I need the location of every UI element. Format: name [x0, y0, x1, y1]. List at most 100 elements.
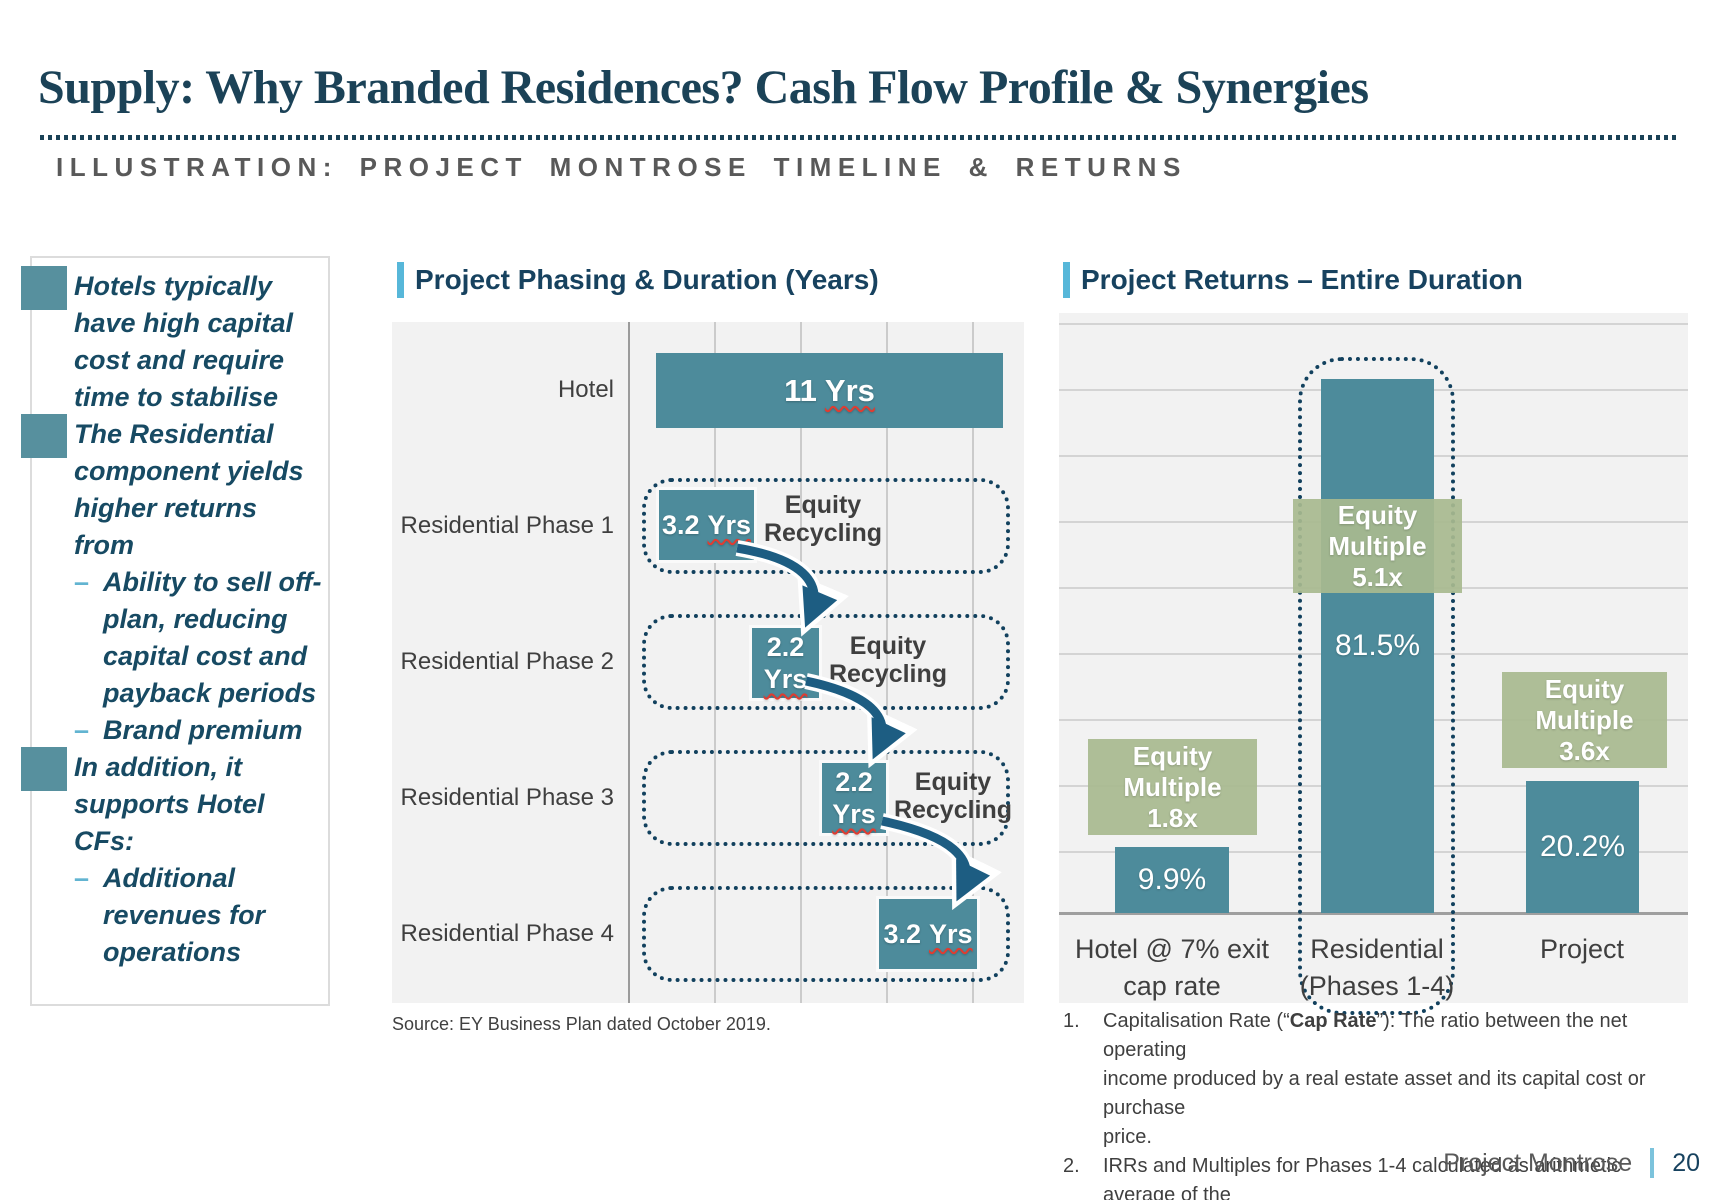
category-line: cap rate	[1123, 971, 1221, 1001]
dash-icon: –	[74, 715, 90, 745]
bullet-text: Hotels typically have high capital cost …	[74, 268, 293, 416]
phasing-row-label: Residential Phase 1	[400, 512, 614, 539]
bullet-line: The Residential	[74, 419, 274, 449]
bullet-line: Brand premium	[103, 715, 303, 745]
multiple-line: Equity	[1544, 673, 1625, 704]
equity-recycling-label: Equity Recycling	[873, 768, 1033, 824]
phasing-gridline	[886, 322, 888, 1003]
duration-unit: Yrs	[824, 372, 875, 408]
return-value: 9.9%	[1137, 863, 1207, 896]
duration-value: 11	[784, 372, 817, 408]
phasing-gridline	[972, 322, 974, 1003]
page-title: Supply: Why Branded Residences? Cash Flo…	[38, 61, 1369, 114]
footnote-text: Capitalisation Rate (“Cap Rate”): The ra…	[1103, 1007, 1683, 1152]
note-line: Equity	[914, 768, 992, 796]
project-return-bar: 20.2%	[1526, 781, 1639, 913]
category-line: Residential	[1310, 934, 1444, 964]
hotel-equity-multiple-box: Equity Multiple 1.8x	[1088, 739, 1257, 835]
phasing-axis-line	[628, 322, 630, 1003]
note-line: Recycling	[763, 519, 883, 547]
multiple-line: 3.6x	[1559, 735, 1610, 766]
duration-unit: Yrs	[707, 509, 752, 540]
duration-value: 2.2	[766, 632, 805, 662]
footnote-segment: ”): The ratio between the net operating	[1103, 1010, 1628, 1061]
equity-recycling-label: Equity Recycling	[808, 632, 968, 688]
phase4-duration-bar: 3.2 Yrs	[876, 896, 980, 972]
bullet-line: higher returns from	[74, 493, 258, 560]
category-line: Project	[1539, 934, 1625, 964]
bullet-line: revenues for	[103, 900, 266, 930]
duration-unit: Yrs	[763, 664, 808, 694]
duration-unit: Yrs	[929, 918, 973, 949]
list-item: In addition, it supports Hotel CFs:	[21, 747, 322, 860]
bullet-line: Ability to sell off-	[103, 567, 322, 597]
note-line: Recycling	[893, 796, 1013, 824]
category-label: Hotel @ 7% exit cap rate	[1042, 931, 1302, 1005]
category-line: Hotel @ 7% exit	[1075, 934, 1269, 964]
bullet-square-icon	[21, 414, 67, 458]
phasing-row-label: Residential Phase 3	[400, 784, 614, 811]
phasing-title-accent	[397, 262, 404, 298]
bullet-line: cost and require	[74, 345, 285, 375]
bullet-line: time to stabilise	[74, 382, 279, 412]
returns-title-accent	[1063, 262, 1070, 298]
note-line: Equity	[849, 632, 927, 660]
category-line: (Phases 1-4)	[1299, 971, 1455, 1001]
bullet-line: capital cost and	[103, 641, 308, 671]
bullet-line: component yields	[74, 456, 304, 486]
residential-highlight-frame	[1298, 357, 1455, 1015]
returns-gridline	[1059, 323, 1688, 325]
residential-equity-multiple-box: Equity Multiple 5.1x	[1293, 499, 1462, 593]
footer: Project Montrose 20	[1443, 1148, 1700, 1178]
list-subitem: – Brand premium	[32, 712, 322, 749]
source-note: Source: EY Business Plan dated October 2…	[392, 1014, 771, 1034]
hotel-duration-bar: 11 Yrs	[656, 353, 1003, 428]
page-number: 20	[1672, 1148, 1700, 1177]
footnote-1: 1. Capitalisation Rate (“Cap Rate”): The…	[1063, 1007, 1683, 1152]
multiple-line: 1.8x	[1147, 802, 1198, 833]
multiple-line: Equity	[1337, 499, 1418, 530]
footnote-segment-bold: Cap Rate	[1289, 1010, 1377, 1032]
page-subtitle: ILLUSTRATION: PROJECT MONTROSE TIMELINE …	[56, 152, 1187, 182]
phasing-row-label: Hotel	[557, 376, 614, 403]
note-line: Equity	[784, 491, 862, 519]
category-label: Residential (Phases 1-4)	[1247, 931, 1507, 1005]
subbullet-text: Additional revenues for operations	[103, 860, 265, 971]
phasing-row-label: Residential Phase 2	[400, 648, 614, 675]
footnote-text: IRRs and Multiples for Phases 1-4 calcul…	[1103, 1152, 1683, 1200]
footnotes: 1. Capitalisation Rate (“Cap Rate”): The…	[1063, 1007, 1683, 1200]
note-line: Recycling	[828, 660, 948, 688]
phasing-chart-title: Project Phasing & Duration (Years)	[415, 264, 879, 295]
list-item: Hotels typically have high capital cost …	[21, 266, 322, 416]
phase1-duration-bar: 3.2 Yrs	[656, 487, 757, 563]
bullet-line: have high capital	[74, 308, 294, 338]
footer-divider	[1650, 1148, 1655, 1178]
multiple-line: Multiple	[1535, 704, 1634, 735]
returns-chart-area: 9.9% 81.5% 20.2% Equity Multiple 1.8x Eq…	[1059, 313, 1688, 1015]
bullet-line: In addition, it	[74, 752, 242, 782]
duration-value: 3.2	[661, 509, 700, 540]
multiple-line: Multiple	[1123, 771, 1222, 802]
footnote-line: price.	[1103, 1126, 1152, 1148]
bullet-text: In addition, it supports Hotel CFs:	[74, 749, 322, 860]
dash-icon: –	[74, 863, 90, 893]
list-subitem: – Ability to sell off- plan, reducing ca…	[32, 564, 322, 712]
bullet-line: operations	[103, 937, 242, 967]
bullet-line: supports Hotel CFs:	[74, 789, 265, 856]
multiple-line: Equity	[1132, 740, 1213, 771]
project-equity-multiple-box: Equity Multiple 3.6x	[1502, 672, 1667, 768]
list-item: The Residential component yields higher …	[21, 414, 322, 564]
bullet-line: plan, reducing	[103, 604, 288, 634]
title-divider	[40, 135, 1680, 140]
footer-project-name: Project Montrose	[1443, 1148, 1633, 1177]
equity-recycling-frame	[642, 478, 1010, 574]
footnote-2: 2. IRRs and Multiples for Phases 1-4 cal…	[1063, 1152, 1683, 1200]
return-value: 81.5%	[1334, 629, 1421, 662]
subbullet-text: Ability to sell off- plan, reducing capi…	[103, 564, 322, 712]
returns-baseline	[1059, 912, 1688, 915]
residential-return-bar: 81.5%	[1321, 379, 1434, 913]
phasing-row-label: Residential Phase 4	[400, 920, 614, 947]
footnote-segment: Capitalisation Rate (“	[1103, 1010, 1290, 1032]
hotel-return-bar: 9.9%	[1115, 847, 1229, 913]
